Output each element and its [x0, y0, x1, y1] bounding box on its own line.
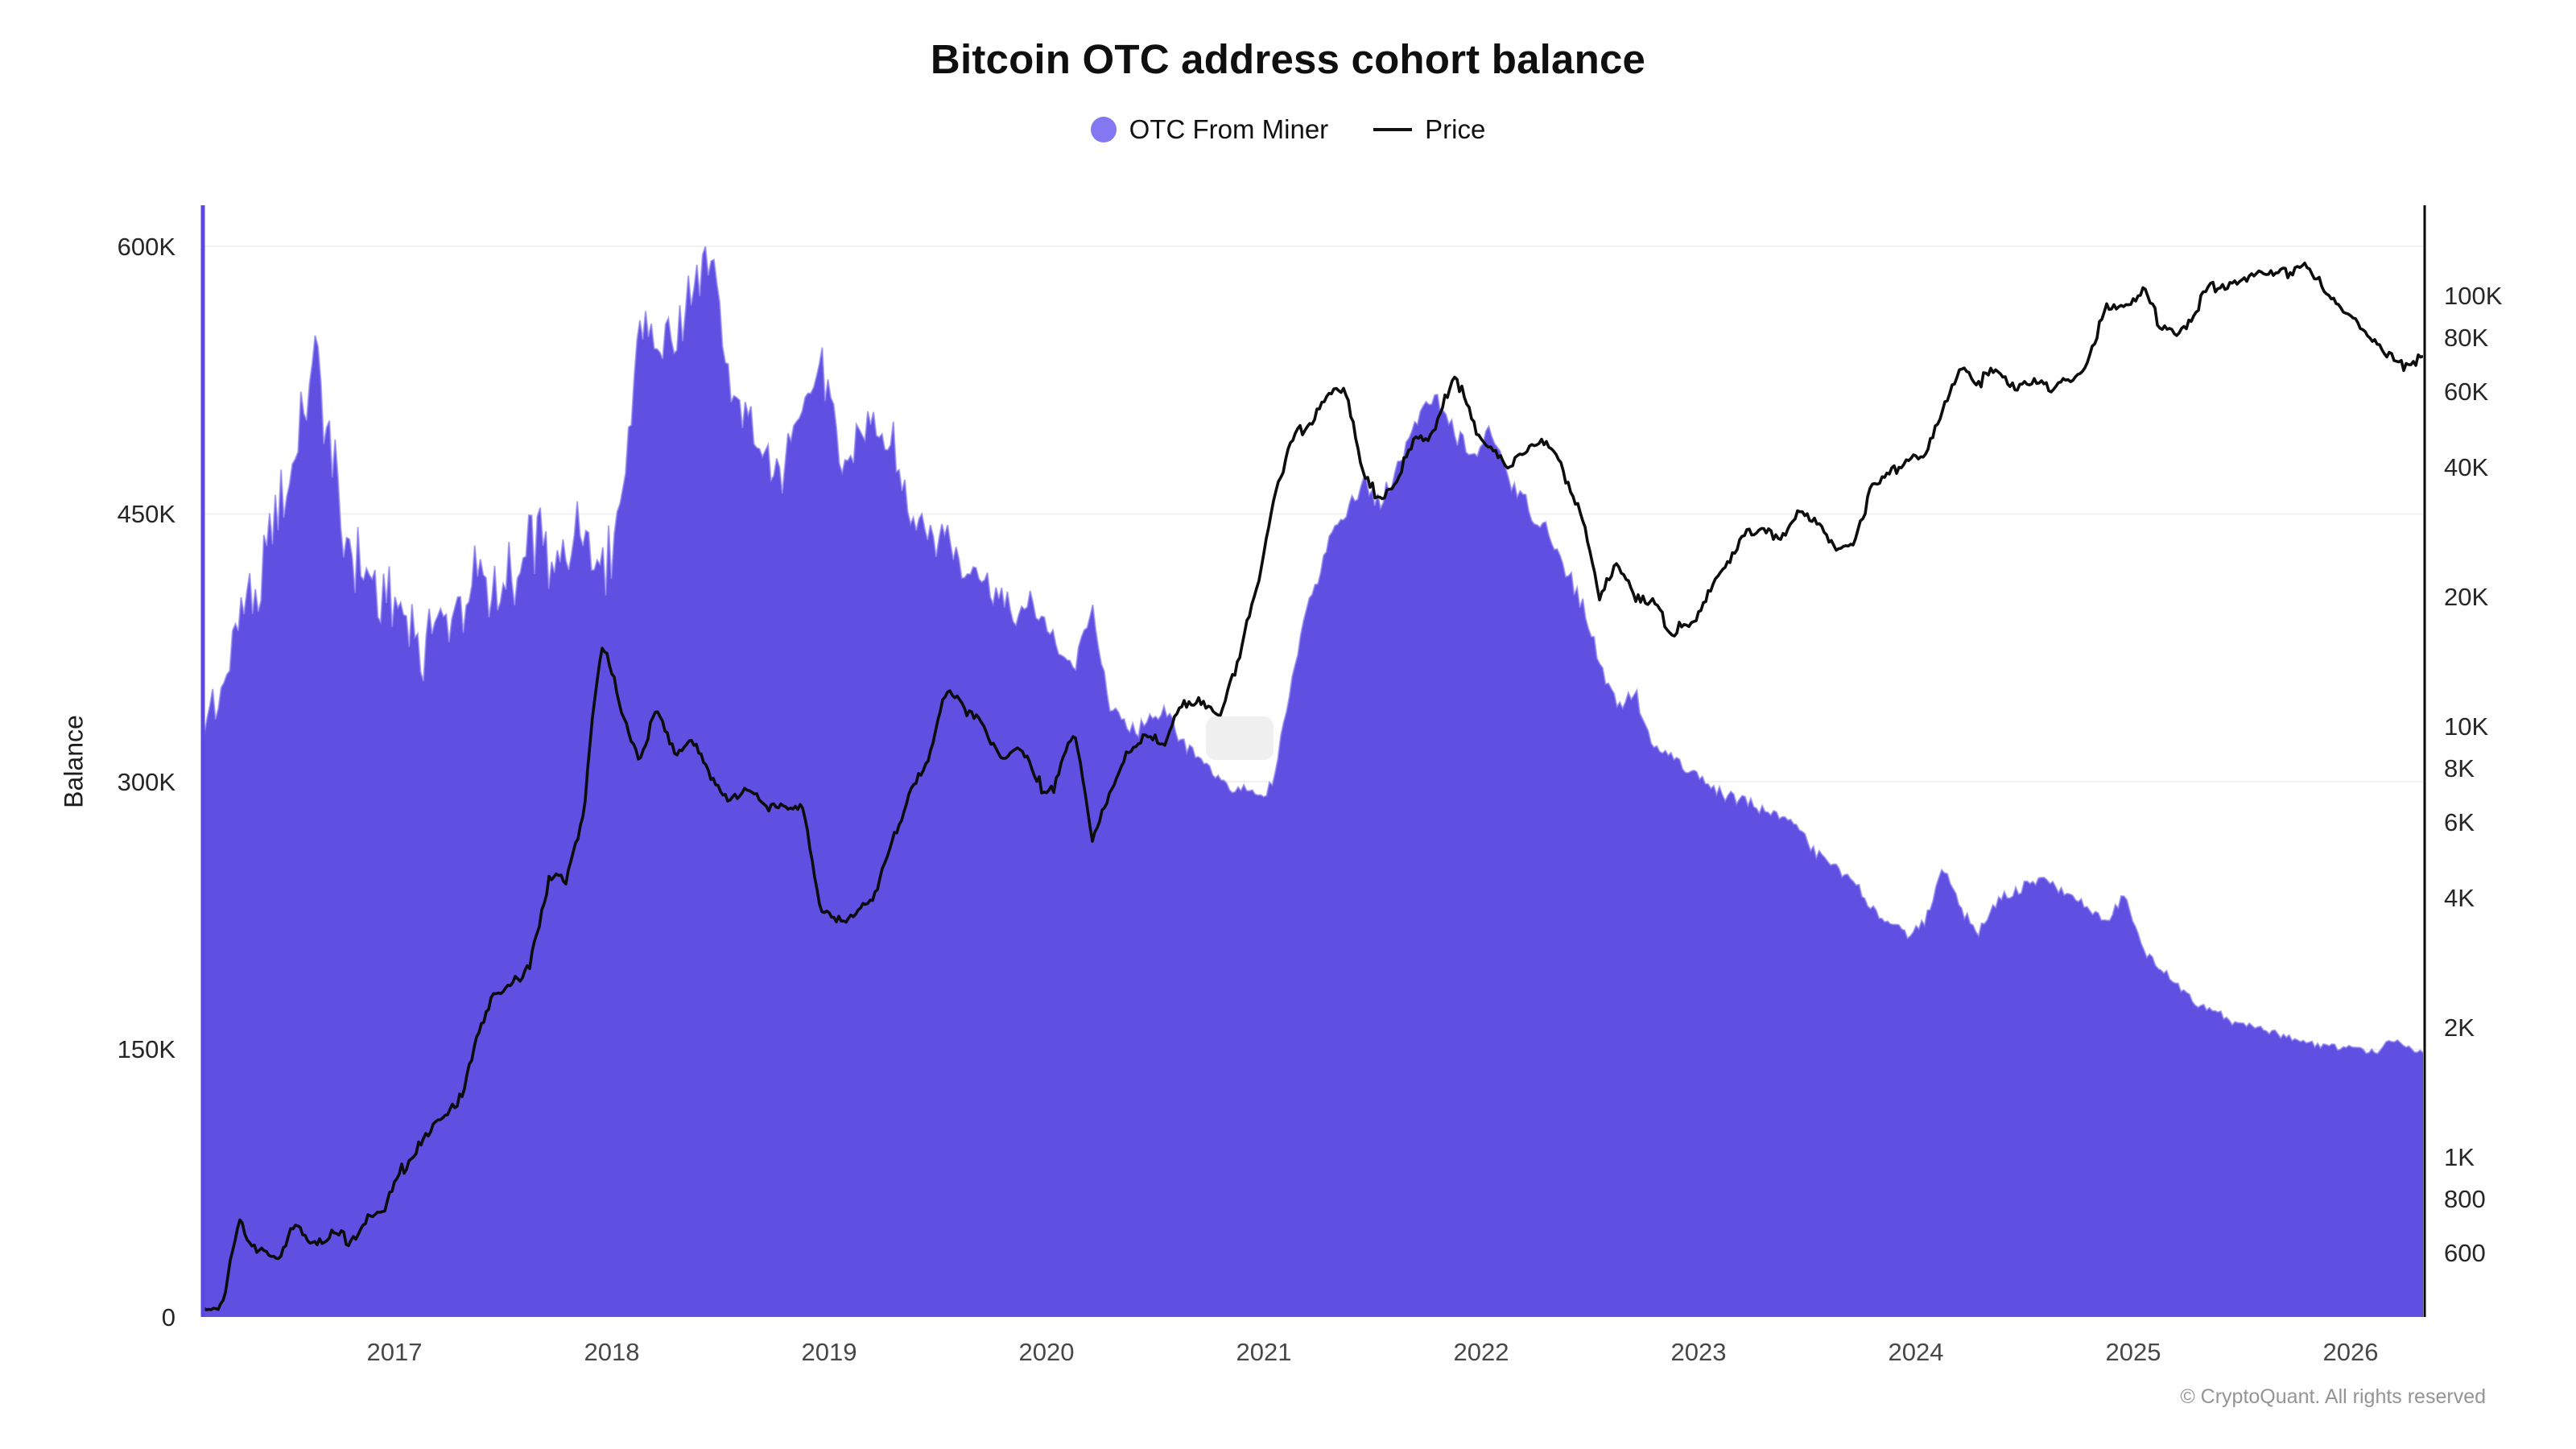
x-axis-tick-label: 2021 [1236, 1338, 1292, 1366]
left-axis-tick-label: 0 [162, 1303, 175, 1331]
right-axis-tick-label: 40K [2444, 453, 2488, 481]
right-axis-tick-label: 10K [2444, 712, 2488, 741]
x-axis-tick-label: 2025 [2106, 1338, 2161, 1366]
right-axis-tick-label: 600 [2444, 1239, 2486, 1267]
left-axis-tick-label: 450K [118, 500, 176, 528]
right-axis-tick-label: 4K [2444, 884, 2475, 912]
left-axis-tick-label: 600K [118, 233, 176, 261]
cryptoquant-watermark [1206, 716, 1274, 760]
chart-title: Bitcoin OTC address cohort balance [930, 36, 1646, 82]
x-axis-tick-label: 2024 [1889, 1338, 1944, 1366]
x-axis-tick-label: 2018 [584, 1338, 640, 1366]
price-line-series[interactable] [201, 262, 2423, 1311]
balance-area-series[interactable] [201, 246, 2423, 1317]
legend-dot-icon [1090, 117, 1117, 142]
left-axis-tick-label: 150K [118, 1035, 176, 1063]
x-axis-tick-label: 2019 [802, 1338, 857, 1366]
x-axis-tick-label: 2026 [2323, 1338, 2379, 1366]
legend-item-otc-from-miner[interactable]: OTC From Miner [1090, 114, 1329, 145]
legend-line-icon [1373, 128, 1413, 131]
x-axis-tick-label: 2022 [1454, 1338, 1509, 1366]
right-axis-tick-label: 60K [2444, 378, 2488, 406]
legend: OTC From Miner Price [0, 114, 2576, 145]
right-axis-tick-label: 6K [2444, 808, 2475, 836]
copyright-footer: © CryptoQuant. All rights reserved [2180, 1385, 2486, 1408]
right-axis-tick-label: 20K [2444, 583, 2488, 611]
left-axis-tick-label: 300K [118, 768, 176, 796]
right-axis-tick-label: 1K [2444, 1143, 2475, 1171]
x-axis-tick-label: 2023 [1671, 1338, 1727, 1366]
right-axis-tick-label: 100K [2444, 282, 2503, 310]
legend-label-price: Price [1425, 114, 1486, 144]
right-axis-tick-label: 800 [2444, 1185, 2486, 1213]
right-axis-tick-label: 2K [2444, 1013, 2475, 1042]
right-axis-tick-label: 8K [2444, 754, 2475, 782]
right-axis-tick-label: 80K [2444, 324, 2488, 352]
legend-item-price[interactable]: Price [1373, 114, 1485, 145]
legend-label-otc: OTC From Miner [1129, 114, 1329, 144]
x-axis-tick-label: 2020 [1019, 1338, 1075, 1366]
balance-area-edge [201, 246, 2423, 1055]
x-axis-tick-label: 2017 [367, 1338, 423, 1366]
